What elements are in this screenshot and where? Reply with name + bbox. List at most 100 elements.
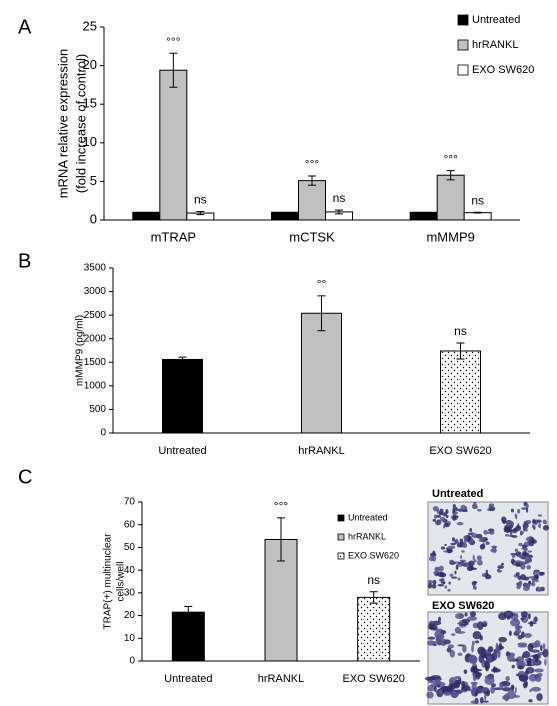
cell-blob (520, 611, 528, 618)
cell-blob (526, 565, 532, 570)
cell-blob (533, 668, 544, 673)
cell-blob (523, 552, 530, 556)
y-tick-label: 0 (129, 656, 135, 667)
cell-blob (448, 545, 456, 550)
cell-blob (431, 641, 440, 644)
cell-blob (454, 626, 462, 634)
cell-blob (497, 649, 501, 659)
cell-blob (471, 683, 477, 692)
cell-blob (475, 640, 480, 644)
micrograph (427, 501, 550, 596)
cell-blob (534, 654, 539, 663)
cell-blob (532, 571, 536, 576)
error-bar (456, 342, 465, 360)
cell-blob (438, 511, 442, 516)
y-tick-label: 25 (83, 18, 97, 33)
cell-blob (542, 643, 546, 650)
cell-blob (456, 522, 464, 526)
cell-blob (451, 537, 455, 542)
cell-blob (488, 503, 495, 508)
cell-blob (475, 672, 481, 680)
cell-blob (432, 518, 436, 522)
cell-blob (472, 585, 476, 590)
cell-blob (501, 687, 513, 692)
cell-blob (445, 547, 449, 550)
legend-label: EXO SW620 (348, 550, 399, 560)
cell-blob (428, 622, 434, 630)
cell-blob (454, 507, 458, 512)
cell-blob (454, 561, 459, 564)
bar (298, 180, 326, 221)
cell-blob (538, 588, 541, 592)
cell-blob (449, 573, 454, 577)
cell-blob (521, 544, 527, 549)
cell-blob (532, 518, 535, 524)
cell-blob (460, 561, 465, 566)
cell-blob (508, 630, 512, 637)
cell-blob (505, 528, 510, 534)
cell-blob (431, 583, 437, 589)
cell-blob (479, 635, 483, 641)
cell-blob (501, 562, 504, 566)
cell-blob (450, 542, 456, 546)
cell-blob (535, 675, 542, 683)
cell-blob (462, 644, 467, 653)
error-bar (335, 209, 343, 215)
panel-label: B (18, 250, 31, 272)
cell-blob (448, 581, 451, 585)
cell-blob (479, 543, 485, 550)
y-axis-label: mRNA relative expression (55, 49, 70, 199)
cell-blob (491, 652, 498, 661)
y-tick-label: 3000 (84, 286, 107, 297)
y-tick-label: 1500 (84, 357, 107, 368)
cell-blob (434, 520, 442, 526)
bar (171, 611, 205, 662)
cell-blob (522, 651, 531, 659)
cell-blob (523, 633, 532, 638)
annotation: ns (333, 191, 346, 205)
y-tick-label: 40 (124, 565, 136, 576)
cell-blob (460, 504, 466, 510)
cell-blob (485, 690, 491, 697)
cell-blob (427, 636, 436, 640)
annotation: ns (454, 324, 467, 338)
panel-label: C (18, 466, 32, 488)
cell-blob (474, 691, 478, 697)
cell-blob (498, 612, 507, 621)
cell-blob (487, 646, 494, 653)
x-tick-label: hrRANKL (298, 445, 344, 457)
cell-blob (460, 555, 463, 559)
cell-blob (538, 523, 542, 529)
bar (436, 174, 465, 221)
cell-blob (537, 514, 543, 517)
cell-blob (531, 686, 541, 692)
cell-blob (544, 658, 547, 666)
cell-blob (544, 521, 547, 525)
cell-blob (528, 699, 533, 703)
cell-blob (485, 665, 489, 672)
x-tick-label: mMMP9 (426, 229, 474, 244)
y-tick-label: 0 (100, 428, 106, 439)
y-tick-label: 3500 (84, 263, 107, 274)
bar (271, 211, 299, 221)
cell-blob (434, 514, 438, 519)
cell-blob (518, 542, 523, 547)
cell-blob (454, 570, 457, 575)
cell-blob (463, 535, 469, 541)
y-tick-label: 20 (83, 57, 97, 72)
cell-blob (471, 655, 478, 664)
cell-blob (505, 676, 510, 682)
cell-blob (477, 508, 482, 512)
cell-blob (522, 681, 528, 689)
cell-blob (533, 617, 536, 625)
cell-blob (484, 676, 495, 685)
cell-blob (466, 566, 474, 572)
cell-blob (472, 631, 482, 640)
y-tick-label: 0 (90, 211, 97, 226)
cell-blob (518, 674, 529, 682)
cell-blob (525, 519, 532, 525)
cell-blob (433, 643, 437, 647)
cell-blob (427, 582, 433, 589)
cell-blob (529, 620, 534, 627)
